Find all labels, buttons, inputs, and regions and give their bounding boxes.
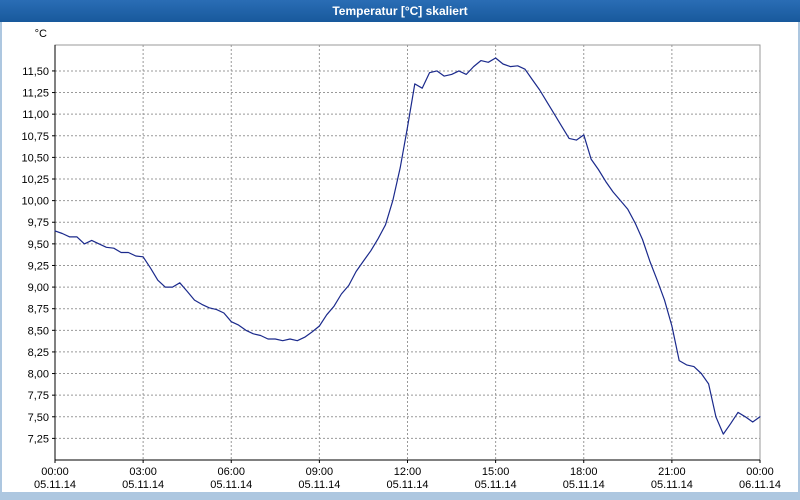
x-tick-date-label: 05.11.14 bbox=[651, 479, 693, 491]
y-tick-label: 8,50 bbox=[28, 325, 49, 337]
y-tick-label: 10,75 bbox=[21, 131, 49, 143]
window-title: Temperatur [°C] skaliert bbox=[332, 4, 468, 18]
y-tick-label: 9,00 bbox=[28, 282, 49, 294]
x-tick-date-label: 05.11.14 bbox=[298, 479, 340, 491]
x-tick-date-label: 05.11.14 bbox=[34, 479, 76, 491]
title-bar: Temperatur [°C] skaliert bbox=[0, 0, 800, 22]
y-tick-label: 10,25 bbox=[21, 174, 49, 186]
y-axis-unit-label: °C bbox=[35, 28, 47, 40]
bottom-strip bbox=[0, 492, 800, 500]
x-tick-date-label: 05.11.14 bbox=[475, 479, 517, 491]
chart-area: 7,25 7,50 7,75 8,00 8,25 8,50 8,75 9,00 9,25 9,50… bbox=[0, 22, 800, 492]
x-tick-time-label: 15:00 bbox=[482, 466, 510, 478]
y-tick-label: 10,00 bbox=[21, 196, 49, 208]
y-tick-label: 8,75 bbox=[28, 304, 49, 316]
x-tick-date-label: 05.11.14 bbox=[386, 479, 428, 491]
x-tick-time-label: 21:00 bbox=[658, 466, 686, 478]
x-tick-date-label: 05.11.14 bbox=[563, 479, 605, 491]
y-tick-label: 7,25 bbox=[28, 433, 49, 445]
x-tick-time-label: 00:00 bbox=[746, 466, 774, 478]
y-tick-label: 8,00 bbox=[28, 369, 49, 381]
x-tick-time-label: 18:00 bbox=[570, 466, 598, 478]
y-tick-label: 10,50 bbox=[21, 152, 49, 164]
temperature-line bbox=[54, 57, 761, 435]
x-tick-time-label: 12:00 bbox=[394, 466, 422, 478]
y-tick-label: 7,75 bbox=[28, 390, 49, 402]
x-tick-date-label: 05.11.14 bbox=[210, 479, 252, 491]
y-tick-label: 11,00 bbox=[22, 109, 49, 121]
y-tick-label: 11,50 bbox=[22, 66, 49, 78]
x-tick-time-label: 06:00 bbox=[217, 466, 245, 478]
x-tick-time-label: 03:00 bbox=[129, 466, 157, 478]
x-tick-time-label: 09:00 bbox=[306, 466, 334, 478]
y-tick-label: 8,25 bbox=[28, 347, 49, 359]
y-tick-label: 9,75 bbox=[28, 217, 49, 229]
x-tick-time-label: 00:00 bbox=[41, 466, 69, 478]
temperature-chart: 7,25 7,50 7,75 8,00 8,25 8,50 8,75 9,00 9,25 9,50… bbox=[21, 28, 781, 491]
y-tick-label: 9,25 bbox=[28, 260, 49, 272]
y-tick-label: 9,50 bbox=[28, 239, 49, 251]
x-tick-date-label: 06.11.14 bbox=[739, 479, 781, 491]
y-tick-label: 7,50 bbox=[28, 412, 49, 424]
y-tick-label: 11,25 bbox=[22, 88, 49, 100]
x-tick-date-label: 05.11.14 bbox=[122, 479, 164, 491]
